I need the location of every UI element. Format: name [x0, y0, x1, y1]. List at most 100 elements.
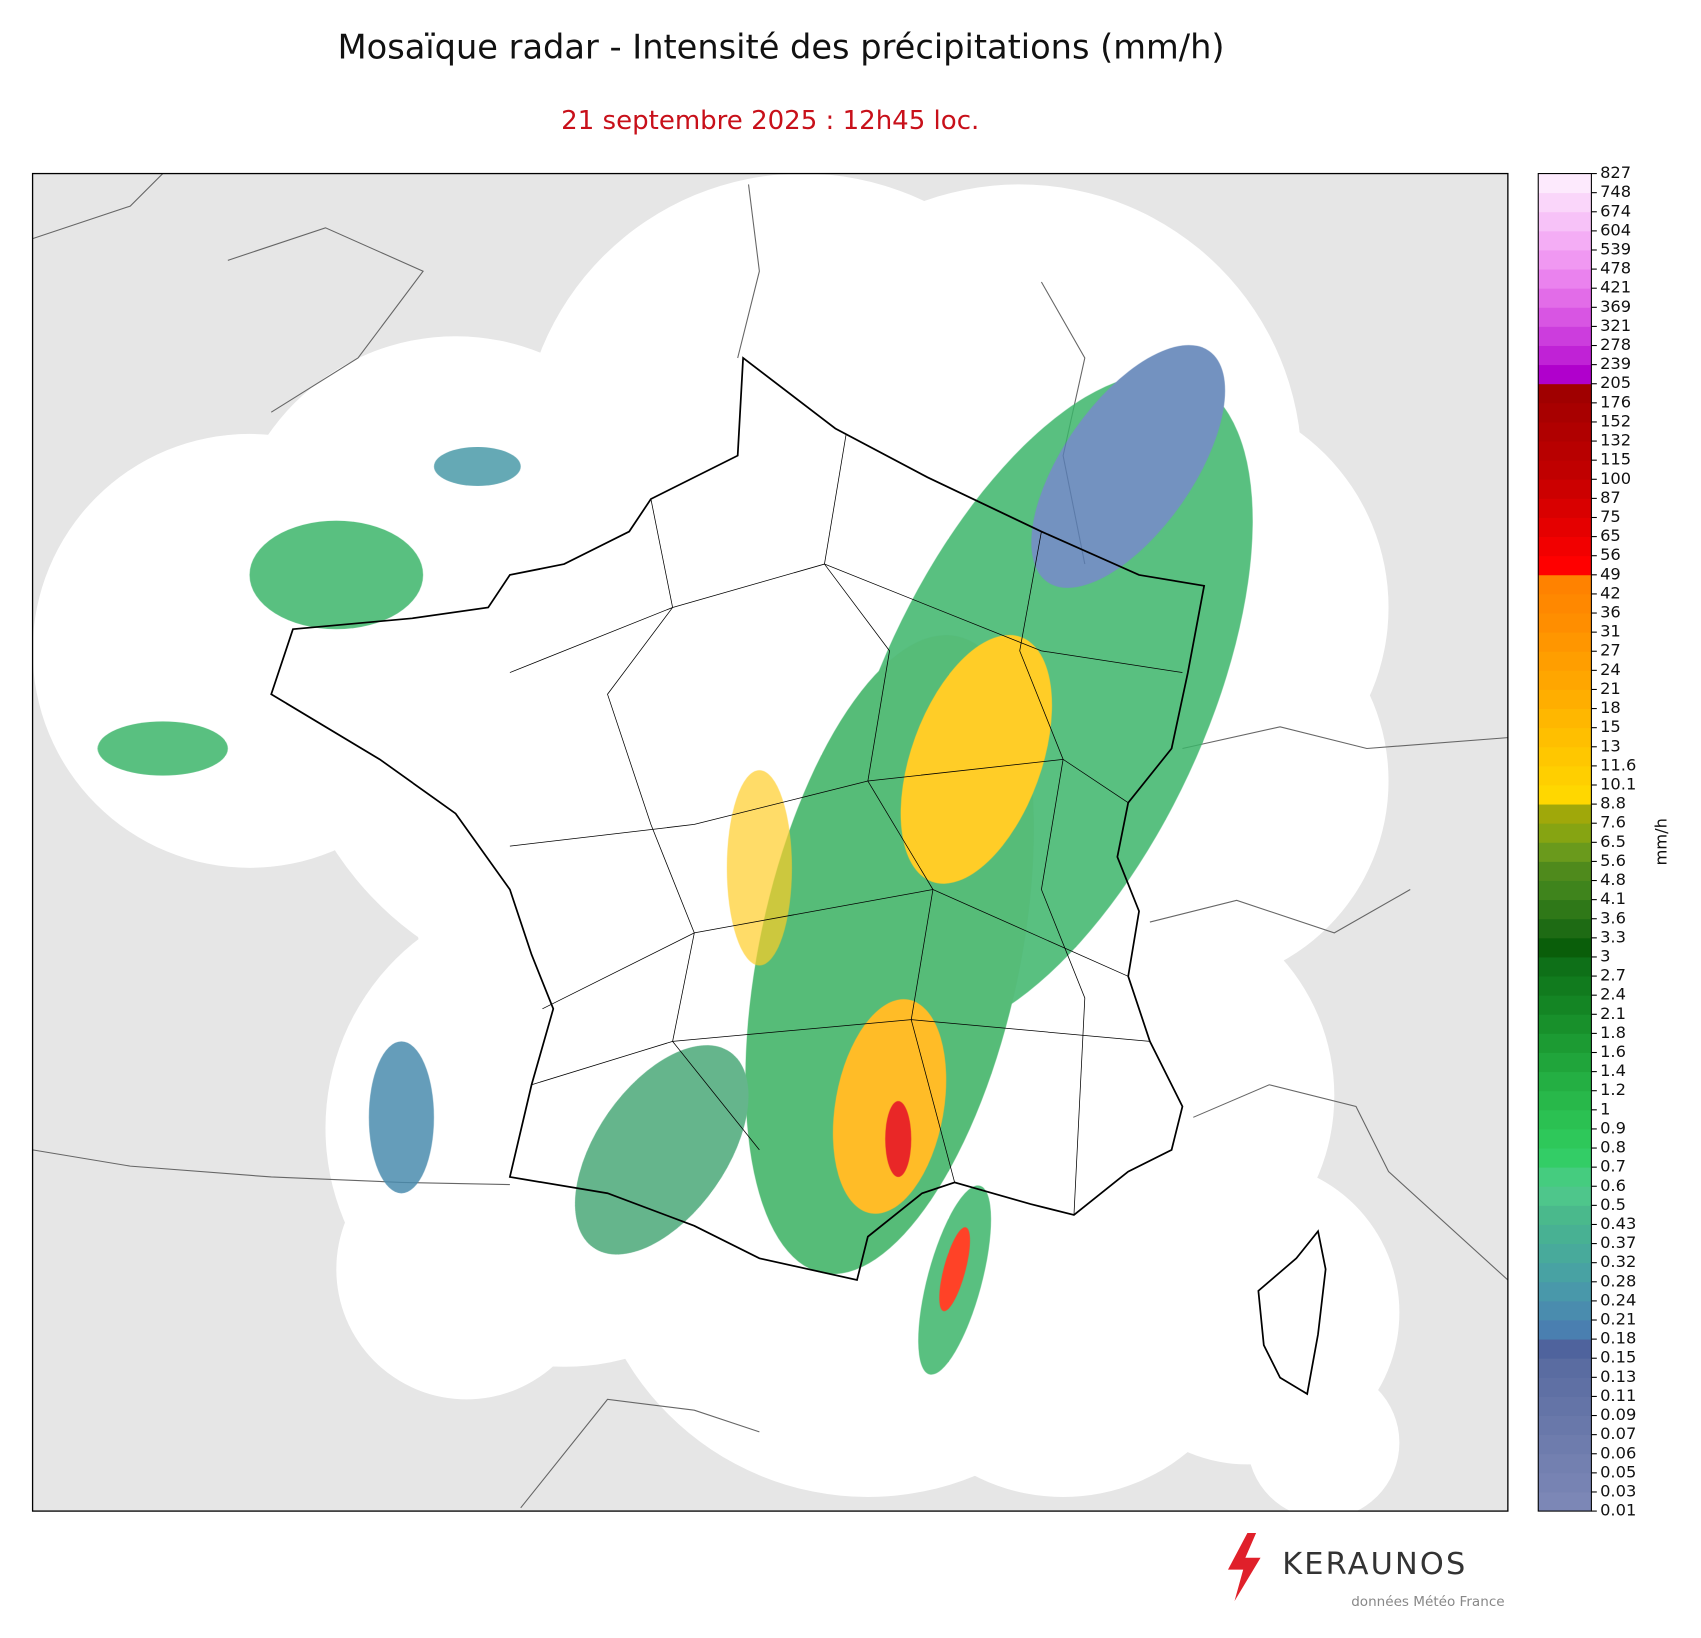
- color-bin: [1538, 517, 1592, 538]
- tick-label: 0.13: [1600, 1367, 1636, 1386]
- color-bin: [1538, 421, 1592, 442]
- color-bin: [1538, 804, 1592, 824]
- tick-label: 0.6: [1600, 1176, 1626, 1195]
- color-bin: [1538, 632, 1592, 652]
- tick-label: 0.9: [1600, 1118, 1626, 1137]
- tick-label: 748: [1600, 182, 1631, 201]
- color-bin: [1538, 937, 1592, 958]
- color-bin: [1538, 1377, 1592, 1397]
- tick-label: 604: [1600, 220, 1631, 239]
- color-bin: [1538, 364, 1592, 385]
- color-bin: [1538, 326, 1592, 346]
- tick-label: 24: [1600, 660, 1621, 679]
- tick-label: 100: [1600, 469, 1631, 488]
- tick-label: 0.21: [1600, 1310, 1636, 1329]
- tick-label: 0.05: [1600, 1462, 1636, 1481]
- tick-label: 3.3: [1600, 927, 1626, 946]
- color-bin: [1538, 211, 1592, 232]
- color-bin: [1538, 1339, 1592, 1359]
- color-bin: [1538, 956, 1592, 977]
- color-bin: [1538, 1396, 1592, 1416]
- color-bin: [1538, 785, 1592, 805]
- color-bin: [1538, 1358, 1592, 1378]
- tick-label: 115: [1600, 450, 1631, 469]
- color-bin: [1538, 861, 1592, 881]
- color-bin: [1538, 1491, 1592, 1512]
- color-bin: [1538, 842, 1592, 862]
- logo: KERAUNOS données Météo France: [1227, 1532, 1505, 1610]
- tick-label: 0.28: [1600, 1271, 1636, 1290]
- tick-label: 1.2: [1600, 1080, 1626, 1099]
- tick-label: 4.8: [1600, 870, 1626, 889]
- color-bin: [1538, 823, 1592, 843]
- color-bin: [1538, 307, 1592, 327]
- tick-label: 369: [1600, 297, 1631, 316]
- tick-label: 0.11: [1600, 1386, 1636, 1405]
- tick-label: 827: [1600, 163, 1631, 182]
- color-bin: [1538, 1148, 1592, 1168]
- tick-label: 0.8: [1600, 1138, 1626, 1157]
- color-bin: [1538, 402, 1592, 423]
- color-bin: [1538, 574, 1592, 595]
- tick-label: 2.1: [1600, 1004, 1626, 1023]
- color-bin: [1538, 670, 1592, 690]
- tick-label: 1: [1600, 1099, 1610, 1118]
- color-bin: [1538, 1434, 1592, 1455]
- france-outline: [270, 356, 1327, 1396]
- tick-label: 18: [1600, 698, 1621, 717]
- tick-label: 0.18: [1600, 1329, 1636, 1348]
- tick-label: 65: [1600, 526, 1621, 545]
- tick-label: 42: [1600, 583, 1621, 602]
- title: Mosaïque radar - Intensité des précipita…: [338, 27, 1225, 66]
- tick-label: 176: [1600, 392, 1631, 411]
- color-bin: [1538, 1262, 1592, 1283]
- color-bin: [1538, 288, 1592, 308]
- tick-label: 15: [1600, 717, 1621, 736]
- color-bin: [1538, 269, 1592, 289]
- tick-label: 8.8: [1600, 794, 1626, 813]
- color-bin: [1538, 1052, 1592, 1073]
- color-bin: [1538, 555, 1592, 576]
- tick-label: 6.5: [1600, 832, 1626, 851]
- color-bin: [1538, 765, 1592, 786]
- tick-label: 36: [1600, 603, 1621, 622]
- tick-label: 4.1: [1600, 889, 1626, 908]
- color-bin: [1538, 1167, 1592, 1187]
- color-bin: [1538, 1128, 1592, 1149]
- color-bin: [1538, 708, 1592, 729]
- tick-label: 56: [1600, 545, 1621, 564]
- tick-label: 13: [1600, 736, 1621, 755]
- tick-label: 31: [1600, 622, 1621, 641]
- tick-label: 421: [1600, 278, 1631, 297]
- tick-label: 0.5: [1600, 1195, 1626, 1214]
- tick-label: 11.6: [1600, 755, 1636, 774]
- tick-label: 10.1: [1600, 775, 1636, 794]
- color-bin: [1538, 1033, 1592, 1053]
- tick-label: 87: [1600, 488, 1621, 507]
- color-bin: [1538, 345, 1592, 366]
- map: [32, 173, 1508, 1512]
- tick-label: 3.6: [1600, 908, 1626, 927]
- tick-label: 0.32: [1600, 1252, 1636, 1271]
- tick-label: 1.4: [1600, 1061, 1626, 1080]
- color-bin: [1538, 230, 1592, 251]
- color-bin: [1538, 536, 1592, 557]
- tick-label: 0.09: [1600, 1405, 1636, 1424]
- color-bin: [1538, 249, 1592, 270]
- color-bin: [1538, 1300, 1592, 1321]
- colorbar-label: mm/h: [1651, 818, 1670, 865]
- color-bin: [1538, 1014, 1592, 1034]
- color-bin: [1538, 689, 1592, 710]
- color-bin: [1538, 899, 1592, 920]
- color-bin: [1538, 498, 1592, 518]
- tick-label: 321: [1600, 316, 1631, 335]
- tick-label: 0.24: [1600, 1290, 1636, 1309]
- tick-label: 0.15: [1600, 1348, 1636, 1367]
- color-bin: [1538, 1453, 1592, 1474]
- tick-label: 539: [1600, 239, 1631, 258]
- tick-label: 7.6: [1600, 813, 1626, 832]
- tick-label: 132: [1600, 431, 1631, 450]
- tick-label: 75: [1600, 507, 1621, 526]
- tick-label: 1.8: [1600, 1023, 1626, 1042]
- borders: [32, 173, 1508, 1509]
